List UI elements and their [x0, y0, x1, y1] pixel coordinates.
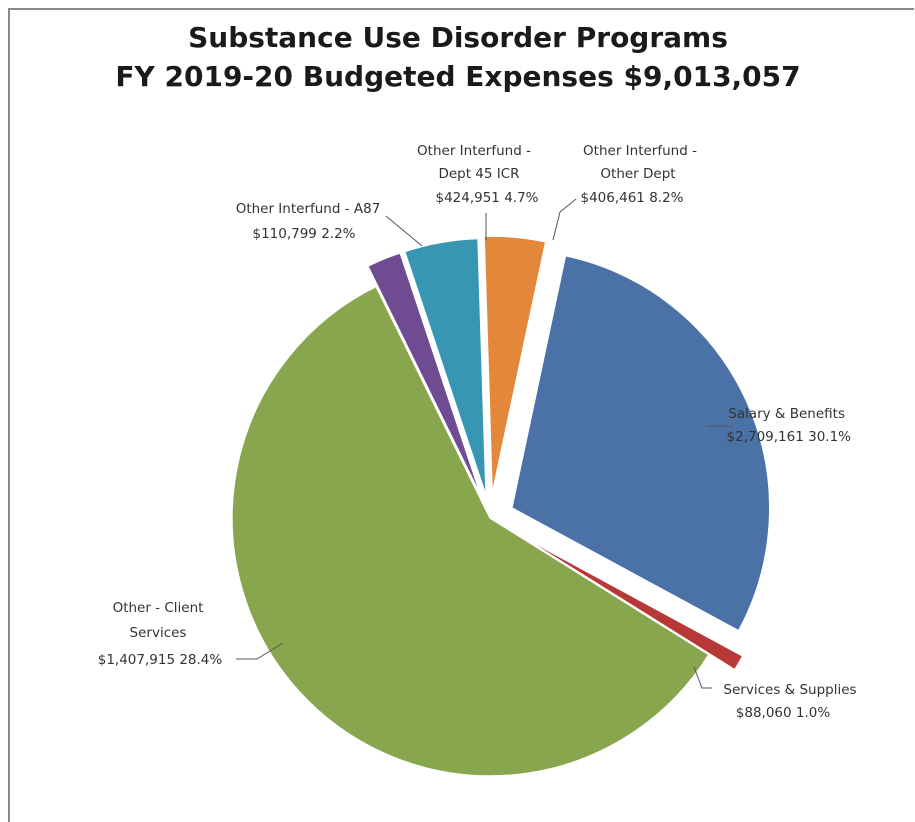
- leader-line-client-services: [236, 642, 284, 660]
- chart-title: Substance Use Disorder Programs: [188, 21, 728, 54]
- label-dept45-name-2: Dept 45 ICR: [438, 166, 519, 182]
- label-salary: Salary & Benefits $2,709,161 30.1%: [727, 406, 852, 445]
- label-dept45-name-1: Other Interfund -: [417, 143, 531, 159]
- label-client-services: Other - Client Services $1,407,915 28.4%: [98, 600, 223, 668]
- label-client-services-name-1: Other - Client: [113, 600, 204, 616]
- leader-line-other-dept: [552, 198, 577, 241]
- pie-slice-client-services: [231, 285, 710, 777]
- pie-slice-services-supplies: [515, 532, 744, 671]
- label-other-dept-name-2: Other Dept: [600, 166, 675, 182]
- label-services-supplies-name: Services & Supplies: [723, 682, 856, 698]
- pie-slice-dept45: [403, 237, 487, 497]
- pie-slice-a87: [366, 251, 483, 498]
- label-dept45: Other Interfund - Dept 45 ICR $424,951 4…: [417, 143, 539, 206]
- label-a87-name: Other Interfund - A87: [236, 201, 381, 217]
- label-salary-name: Salary & Benefits: [728, 406, 845, 422]
- pie-slice-salary: [510, 254, 771, 632]
- label-dept45-value: $424,951 4.7%: [435, 190, 538, 206]
- label-a87: Other Interfund - A87 $110,799 2.2%: [236, 201, 381, 242]
- chart-subtitle: FY 2019-20 Budgeted Expenses $9,013,057: [115, 60, 800, 93]
- label-client-services-name-2: Services: [130, 625, 187, 641]
- label-client-services-value: $1,407,915 28.4%: [98, 652, 223, 668]
- label-other-dept-name-1: Other Interfund -: [583, 143, 697, 159]
- label-other-dept: Other Interfund - Other Dept $406,461 8.…: [580, 143, 697, 206]
- label-salary-value: $2,709,161 30.1%: [727, 429, 852, 445]
- leader-line-a87: [385, 215, 423, 247]
- leader-line-services-supplies: [693, 666, 712, 689]
- label-a87-value: $110,799 2.2%: [252, 226, 355, 242]
- label-services-supplies-value: $88,060 1.0%: [736, 705, 831, 721]
- pie-slice-other-dept: [483, 235, 547, 495]
- label-other-dept-value: $406,461 8.2%: [580, 190, 683, 206]
- label-services-supplies: Services & Supplies $88,060 1.0%: [723, 682, 856, 721]
- pie-slices: [231, 235, 771, 777]
